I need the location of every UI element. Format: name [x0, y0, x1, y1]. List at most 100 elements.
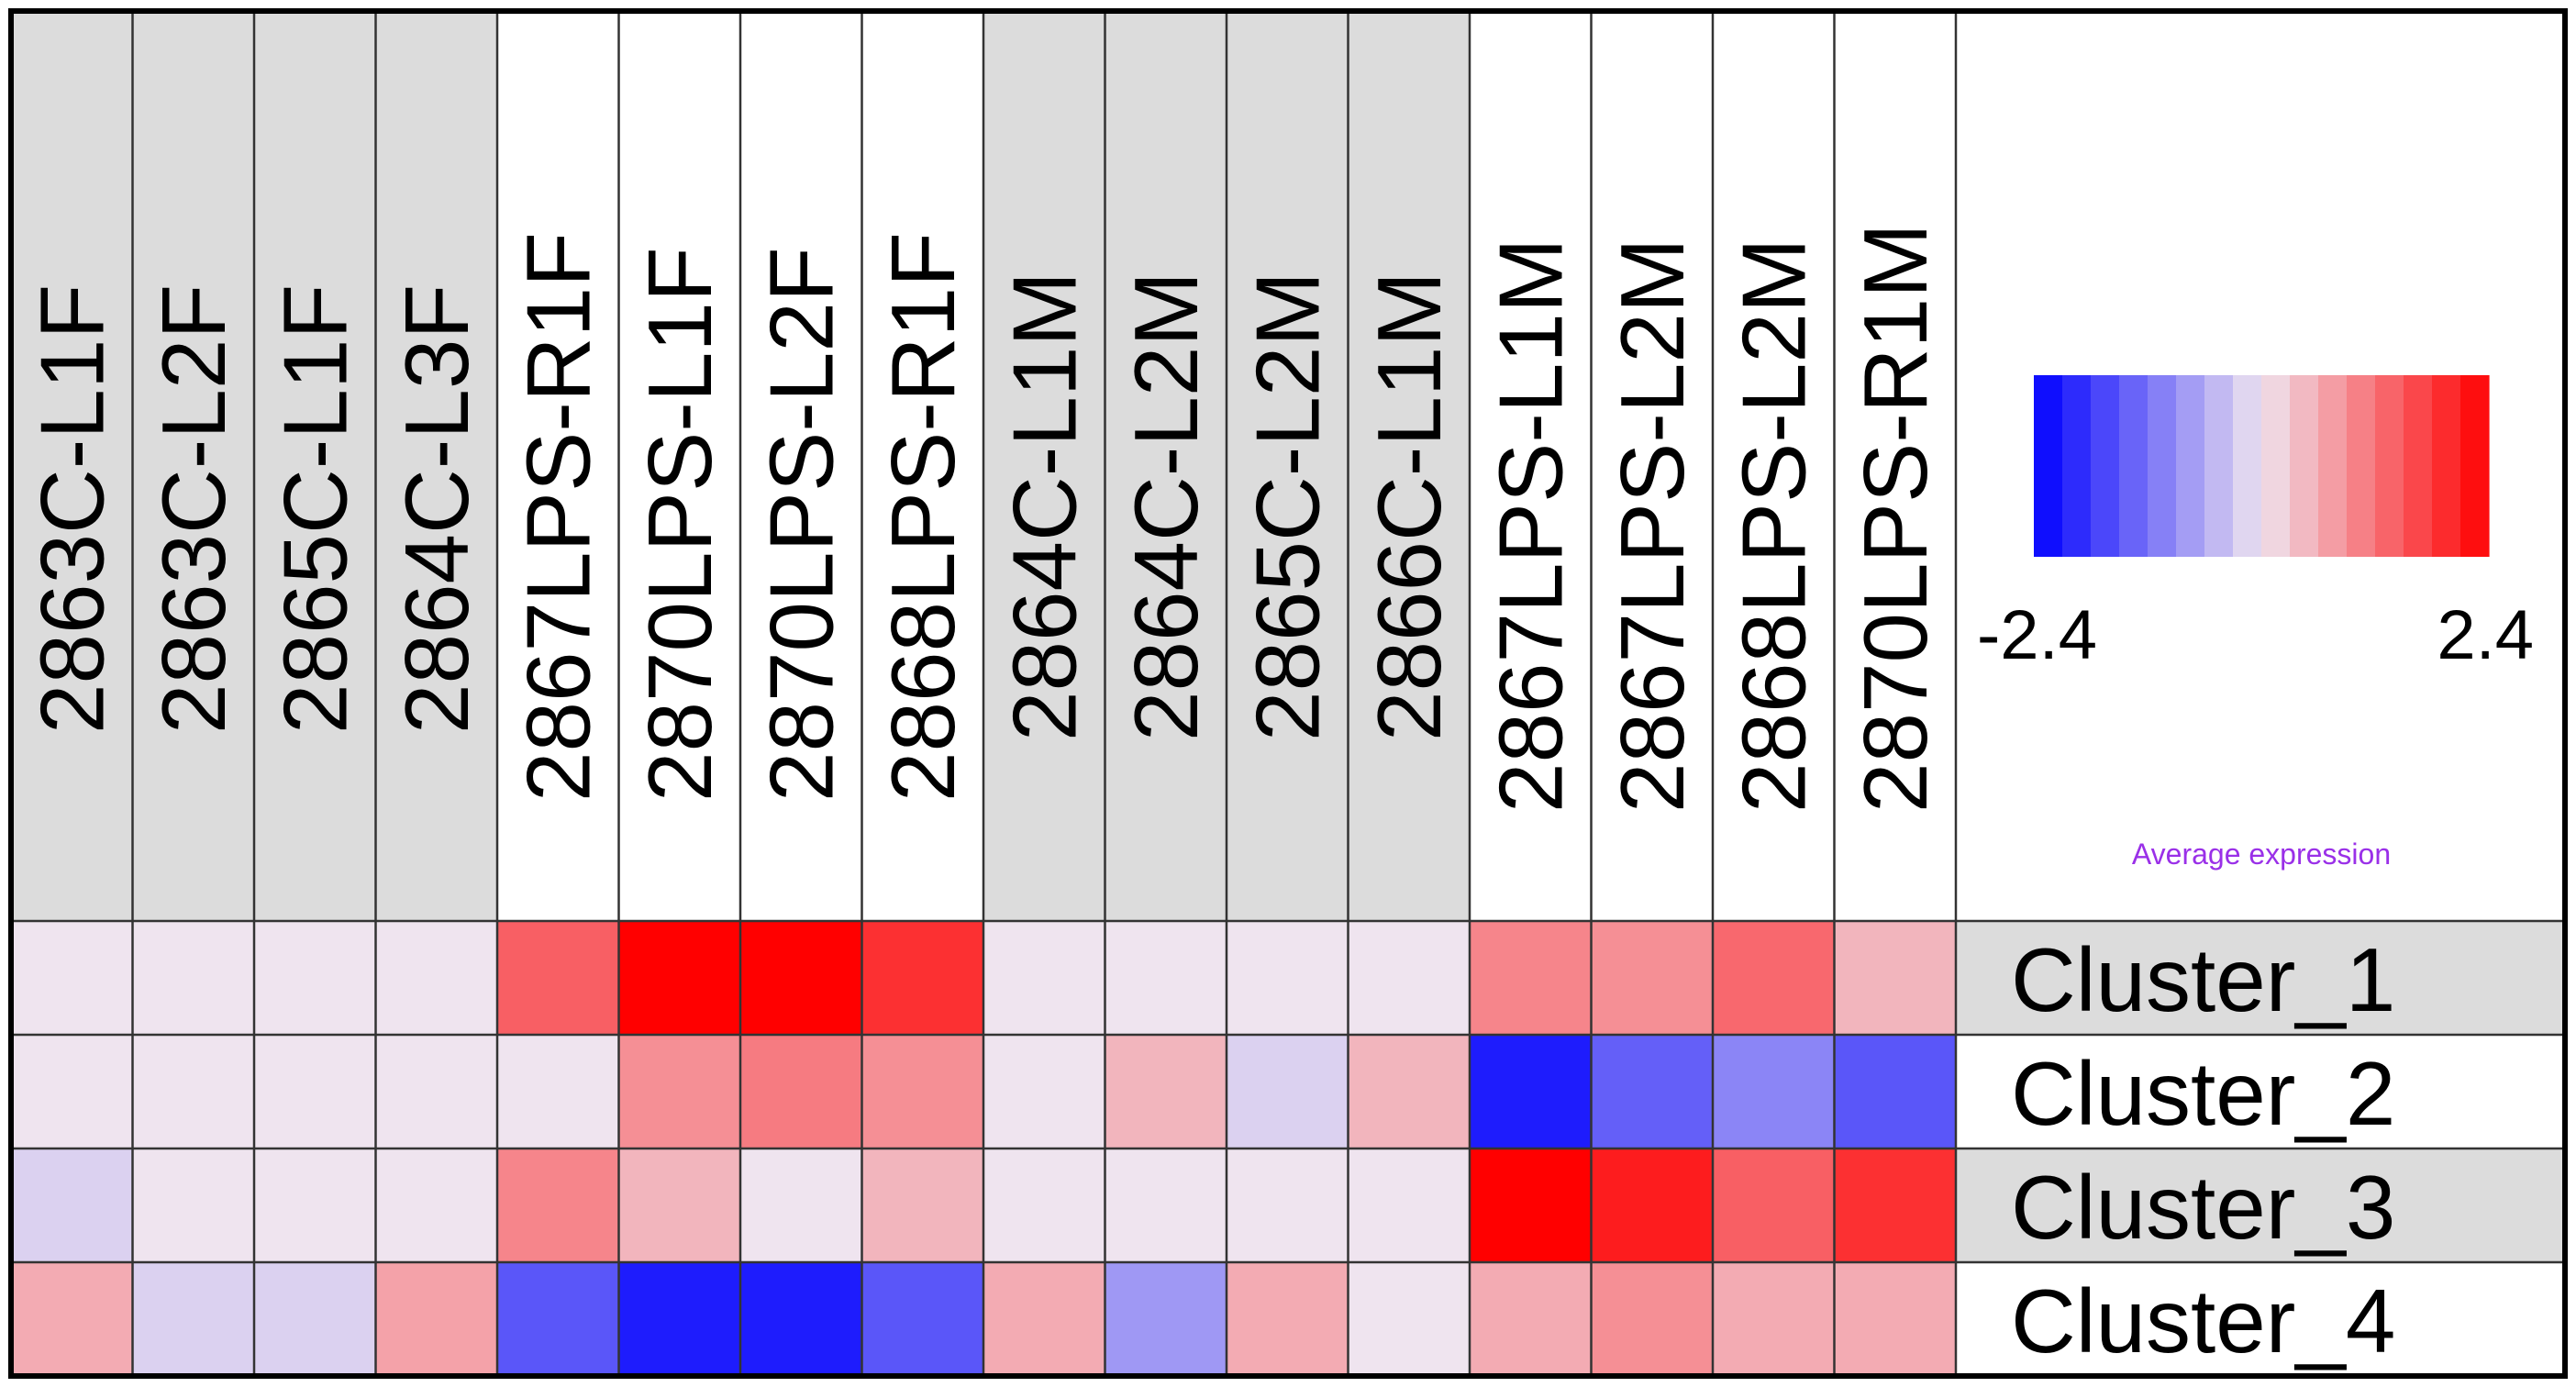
column-label: 2863C-L1F: [21, 284, 122, 734]
heatmap-cell: [1227, 1148, 1349, 1262]
row-label-area: Cluster_1 Cluster_2 Cluster_3 Cluster_4: [1956, 921, 2565, 1376]
column-label: 2864C-L2M: [1116, 272, 1216, 741]
legend-swatch: [2318, 375, 2348, 557]
heatmap-cell: [1713, 1035, 1835, 1148]
row-label: Cluster_2: [2011, 1043, 2395, 1144]
legend-swatch: [2091, 375, 2120, 557]
heatmap-cell: [861, 1035, 983, 1148]
heatmap-cell: [1834, 1035, 1956, 1148]
heatmap-cell: [618, 1262, 740, 1376]
heatmap-cell: [1834, 1262, 1956, 1376]
heatmap-cell: [1227, 1035, 1349, 1148]
heatmap-cell: [11, 1148, 133, 1262]
heatmap-cell: [375, 921, 497, 1035]
heatmap-cell: [1591, 1035, 1713, 1148]
legend-min-label: -2.4: [1977, 596, 2097, 674]
column-header-bg: [254, 11, 376, 921]
legend-max-label: 2.4: [2437, 596, 2534, 674]
heatmap-cell: [132, 1035, 254, 1148]
heatmap-cell: [254, 1262, 376, 1376]
column-label: 2867LPS-R1F: [507, 232, 608, 802]
heatmap-cell: [132, 921, 254, 1035]
heatmap-cell: [1348, 1035, 1470, 1148]
heatmap-cell: [1227, 921, 1349, 1035]
heatmap-cell: [254, 921, 376, 1035]
row-label-bg: [1956, 1148, 2565, 1262]
heatmap-cell: [1470, 1035, 1592, 1148]
heatmap-cell: [740, 921, 862, 1035]
legend-swatch: [2347, 375, 2376, 557]
legend-swatch: [2148, 375, 2177, 557]
heatmap-cell: [132, 1262, 254, 1376]
legend-swatch: [2404, 375, 2433, 557]
heatmap-cell: [983, 1262, 1105, 1376]
heatmap-cell: [497, 921, 619, 1035]
heatmap-cell: [375, 1035, 497, 1148]
column-header-bg: [375, 11, 497, 921]
legend-swatch: [2062, 375, 2092, 557]
column-label: 2870LPS-L2F: [750, 247, 851, 802]
heatmap-cell: [1591, 1262, 1713, 1376]
row-label: Cluster_3: [2011, 1157, 2395, 1258]
column-header-bg: [1834, 11, 1956, 921]
column-label: 2863C-L2F: [143, 284, 244, 734]
legend-swatch: [2261, 375, 2291, 557]
column-label: 2870LPS-L1F: [629, 247, 730, 802]
heatmap-cell: [1834, 921, 1956, 1035]
heatmap-cell: [1591, 921, 1713, 1035]
heatmap-cell: [1227, 1262, 1349, 1376]
heatmap-cell: [1713, 1148, 1835, 1262]
column-label: 2864C-L1M: [994, 272, 1094, 741]
heatmap-cell: [254, 1035, 376, 1148]
heatmap-cell: [740, 1148, 862, 1262]
heatmap-cell: [861, 1262, 983, 1376]
heatmap-cell: [1348, 921, 1470, 1035]
heatmap-cell: [1470, 921, 1592, 1035]
column-label: 2870LPS-R1M: [1845, 223, 1946, 813]
column-header-bg: [11, 11, 133, 921]
row-label-bg: [1956, 921, 2565, 1035]
heatmap-cell: [1470, 1262, 1592, 1376]
column-header-bg: [618, 11, 740, 921]
legend-swatch: [2034, 375, 2063, 557]
row-label-bg: [1956, 1035, 2565, 1148]
heatmap-cell: [1713, 1262, 1835, 1376]
column-header-area: 2863C-L1F 2863C-L2F 2865C-L1F 2864C-L3F 2867…: [11, 11, 1956, 921]
row-label: Cluster_4: [2011, 1270, 2395, 1371]
chart-border: [8, 8, 2568, 1379]
heatmap-cell: [497, 1035, 619, 1148]
heatmap-cell: [1105, 1148, 1227, 1262]
heatmap-cells: [11, 921, 1956, 1376]
column-label: 2864C-L3F: [386, 284, 487, 734]
legend-swatch: [2460, 375, 2490, 557]
heatmap-cell: [11, 921, 133, 1035]
column-header-bg: [1348, 11, 1470, 921]
heatmap-cell: [132, 1148, 254, 1262]
legend-swatch: [2375, 375, 2404, 557]
heatmap-cell: [1348, 1148, 1470, 1262]
heatmap-cell: [1348, 1262, 1470, 1376]
heatmap-cell: [861, 921, 983, 1035]
heatmap-cell: [1834, 1148, 1956, 1262]
column-header-bg: [1713, 11, 1835, 921]
heatmap-cell: [375, 1148, 497, 1262]
heatmap-cell: [740, 1035, 862, 1148]
column-label: 2867LPS-L1M: [1480, 238, 1581, 813]
column-label: 2868LPS-R1F: [872, 232, 973, 802]
heatmap-cell: [1470, 1148, 1592, 1262]
grid-lines: [11, 11, 2565, 1376]
heatmap-cell: [11, 1262, 133, 1376]
heatmap-cell: [375, 1262, 497, 1376]
heatmap-cell: [618, 1148, 740, 1262]
column-header-bg: [132, 11, 254, 921]
heatmap-cell: [497, 1148, 619, 1262]
column-header-bg: [1227, 11, 1349, 921]
legend-swatch: [2233, 375, 2262, 557]
heatmap-cell: [11, 1035, 133, 1148]
column-header-bg: [983, 11, 1105, 921]
column-header-bg: [497, 11, 619, 921]
column-label: 2865C-L1F: [264, 284, 365, 734]
legend-title: Average expression: [2132, 838, 2391, 871]
heatmap-cell: [983, 1148, 1105, 1262]
